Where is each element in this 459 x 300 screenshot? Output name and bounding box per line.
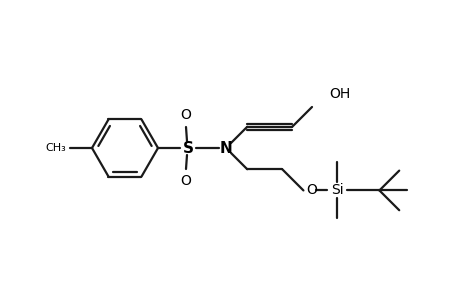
Text: N: N <box>219 140 232 155</box>
Text: S: S <box>182 140 193 155</box>
Text: O: O <box>305 183 316 197</box>
Text: Si: Si <box>330 183 343 197</box>
Text: CH₃: CH₃ <box>45 143 66 153</box>
Text: O: O <box>180 108 191 122</box>
Text: O: O <box>180 174 191 188</box>
Text: OH: OH <box>328 87 349 101</box>
